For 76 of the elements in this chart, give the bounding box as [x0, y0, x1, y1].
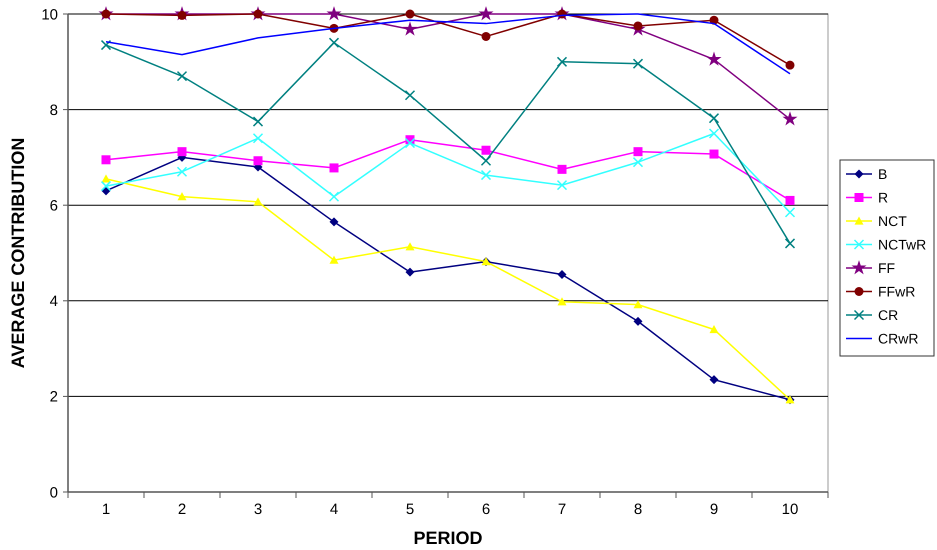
legend-label: NCTwR [878, 236, 926, 252]
legend-label: CRwR [878, 330, 918, 346]
x-tick-label: 2 [178, 501, 186, 518]
y-tick-label: 0 [50, 484, 58, 502]
point [178, 147, 186, 156]
x-tick-label: 7 [558, 501, 566, 518]
y-tick-label: 2 [50, 388, 58, 406]
legend-label: FF [878, 260, 896, 276]
x-tick-label: 6 [482, 501, 490, 518]
point [786, 60, 794, 70]
y-tick-label: 4 [50, 293, 58, 310]
point [786, 196, 794, 205]
point [404, 90, 416, 101]
point [706, 52, 722, 66]
point [254, 156, 262, 166]
x-tick-label: 1 [102, 501, 110, 518]
point [176, 166, 188, 177]
point [330, 163, 338, 172]
point [402, 21, 418, 36]
point [632, 156, 644, 168]
point [330, 217, 338, 226]
point [710, 375, 718, 384]
point [100, 40, 112, 50]
point [102, 155, 110, 164]
point [784, 238, 796, 249]
x-tick-label: 5 [406, 501, 414, 518]
point [326, 6, 342, 20]
point [328, 191, 340, 202]
point [252, 116, 264, 127]
point [482, 32, 490, 41]
point [478, 6, 494, 20]
legend-label: R [878, 189, 888, 206]
point [254, 197, 262, 206]
x-tick-label: 4 [330, 501, 338, 518]
y-tick-label: 8 [50, 102, 58, 119]
y-axis-title: AVERAGE CONTRIBUTION [8, 138, 28, 368]
point [708, 128, 720, 139]
point [556, 56, 568, 68]
point [406, 10, 414, 18]
point [710, 150, 718, 159]
x-tick-label: 8 [634, 501, 642, 518]
point [100, 180, 112, 192]
point [558, 164, 566, 174]
point [558, 297, 566, 306]
x-axis-title: PERIOD [413, 528, 483, 548]
point [176, 70, 188, 82]
point [480, 170, 492, 180]
point [556, 180, 568, 190]
point [252, 133, 264, 144]
point [404, 138, 416, 148]
legend-label: NCT [878, 212, 908, 229]
point [482, 146, 490, 155]
point [406, 268, 414, 277]
point [406, 242, 414, 250]
legend-label: FFwR [878, 283, 916, 300]
point [102, 174, 110, 183]
point [634, 300, 642, 308]
point [328, 37, 340, 48]
legend-label: B [878, 166, 888, 182]
point [330, 256, 338, 264]
point [558, 270, 566, 280]
point [480, 155, 492, 166]
point [632, 58, 644, 69]
point [634, 316, 642, 326]
point [782, 111, 798, 126]
x-tick-label: 3 [254, 501, 262, 518]
x-tick-label: 9 [710, 501, 718, 518]
y-tick-label: 6 [50, 197, 58, 214]
x-tick-label: 10 [782, 501, 798, 518]
point [634, 147, 642, 156]
legend-label: CR [878, 306, 898, 323]
point [784, 207, 796, 218]
point [710, 324, 718, 334]
point [178, 192, 186, 200]
point [708, 112, 720, 124]
y-tick-label: 10 [41, 6, 58, 24]
